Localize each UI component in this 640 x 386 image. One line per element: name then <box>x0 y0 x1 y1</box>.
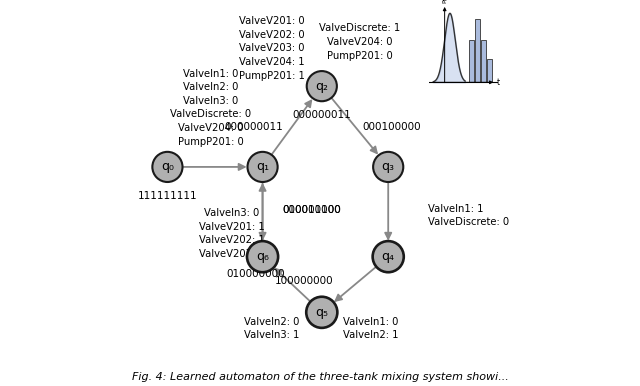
Text: q₃: q₃ <box>381 161 395 173</box>
Text: 111111111: 111111111 <box>138 191 197 201</box>
Text: 000000011: 000000011 <box>292 110 351 120</box>
Circle shape <box>373 152 403 182</box>
Text: q₂: q₂ <box>316 80 328 93</box>
Text: q₀: q₀ <box>161 161 174 173</box>
Text: 010000000: 010000000 <box>227 269 285 279</box>
Text: ValveDiscrete: 1
ValveV204: 0
PumpP201: 0: ValveDiscrete: 1 ValveV204: 0 PumpP201: … <box>319 23 400 61</box>
Text: ValveV201: 0
ValveV202: 0
ValveV203: 0
ValveV204: 1
PumpP201: 1: ValveV201: 0 ValveV202: 0 ValveV203: 0 V… <box>239 16 305 81</box>
Text: q₅: q₅ <box>316 306 328 319</box>
Circle shape <box>152 152 182 182</box>
Circle shape <box>246 240 280 274</box>
Text: 010000000: 010000000 <box>282 205 341 215</box>
Text: 100000000: 100000000 <box>275 276 333 286</box>
Circle shape <box>371 240 405 274</box>
Text: ValveIn1: 0
ValveIn2: 1: ValveIn1: 0 ValveIn2: 1 <box>342 317 398 340</box>
Text: q₆: q₆ <box>256 250 269 263</box>
Text: q₁: q₁ <box>256 161 269 173</box>
Text: q₄: q₄ <box>381 250 395 263</box>
Circle shape <box>307 71 337 101</box>
Text: ValveIn2: 0
ValveIn3: 1: ValveIn2: 0 ValveIn3: 1 <box>244 317 300 340</box>
Text: 000000011: 000000011 <box>225 122 284 132</box>
Circle shape <box>307 297 337 327</box>
Circle shape <box>373 242 403 272</box>
Text: ValveIn3: 0
ValveV201: 1
ValveV202: 1
ValveV203: 1: ValveIn3: 0 ValveV201: 1 ValveV202: 1 Va… <box>199 208 265 259</box>
Text: 000011100: 000011100 <box>282 205 341 215</box>
Circle shape <box>248 242 278 272</box>
Text: 000100000: 000100000 <box>362 122 421 132</box>
Circle shape <box>248 152 278 182</box>
Text: Fig. 4: Learned automaton of the three-tank mixing system showi...: Fig. 4: Learned automaton of the three-t… <box>132 372 508 382</box>
Text: ValveIn1: 0
ValveIn2: 0
ValveIn3: 0
ValveDiscrete: 0
ValveV204: 0
PumpP201: 0: ValveIn1: 0 ValveIn2: 0 ValveIn3: 0 Valv… <box>170 69 251 147</box>
Text: ValveIn1: 1
ValveDiscrete: 0: ValveIn1: 1 ValveDiscrete: 0 <box>428 203 509 227</box>
Circle shape <box>305 295 339 329</box>
